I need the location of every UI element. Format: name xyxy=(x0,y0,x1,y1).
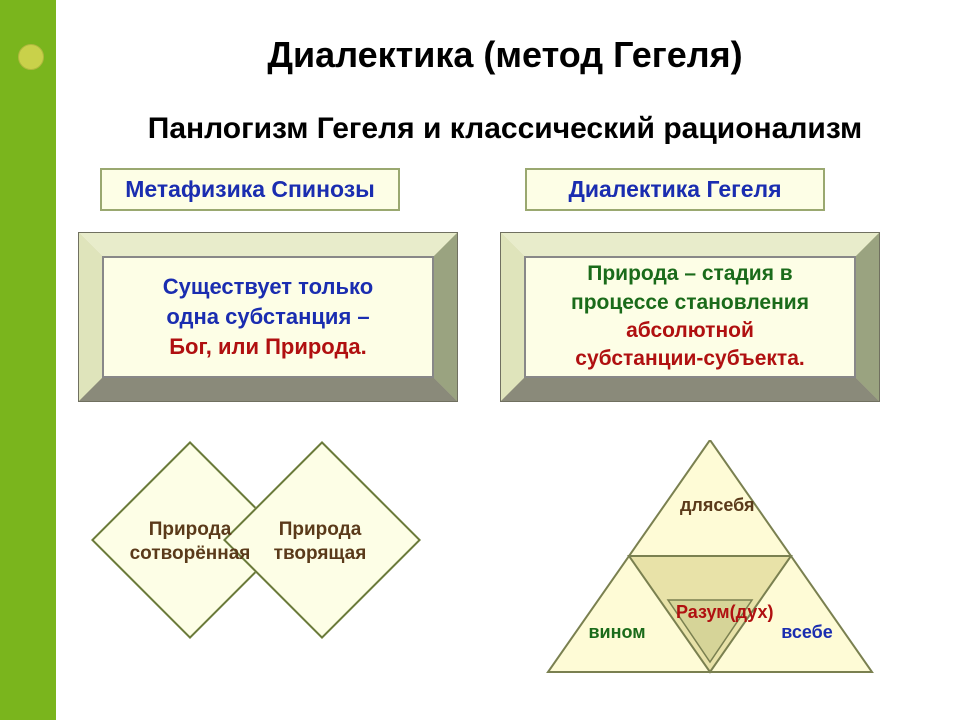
diamonds: Природа сотворённая Природа творящая xyxy=(100,440,420,660)
triangle-diagram: длясебя вином всебе Разум(дух) xyxy=(540,440,880,680)
triangle-center-label: Разум(дух) xyxy=(676,602,746,624)
slide: Диалектика (метод Гегеля) Панлогизм Геге… xyxy=(0,0,960,720)
triangle-center-text: Разум(дух) xyxy=(676,602,773,622)
triangle-left-label: вином xyxy=(582,622,652,644)
sidebar-accent xyxy=(0,0,56,720)
triangle-left-text: вином xyxy=(588,622,645,642)
box-right-line2: процессе становления xyxy=(571,289,809,317)
triangle-top-label: длясебя xyxy=(680,495,740,517)
diamond-left-l1: Природа xyxy=(149,519,232,540)
diamond-right-text: Природа творящая xyxy=(250,518,390,566)
subtitle: Панлогизм Гегеля и классический рационал… xyxy=(70,112,940,146)
title: Диалектика (метод Гегеля) xyxy=(70,34,940,76)
triangle-svg xyxy=(540,440,880,680)
diamond-left-text: Природа сотворённая xyxy=(120,518,260,566)
label-left: Метафизика Спинозы xyxy=(100,168,400,211)
box-left-line3: Бог, или Природа. xyxy=(163,332,373,362)
box-left-line2: одна субстанция – xyxy=(163,302,373,332)
diamond-right-l1: Природа xyxy=(279,519,362,540)
triangle-right-text: всебе xyxy=(781,622,833,642)
accent-dot xyxy=(18,44,44,70)
box-right-line3: абсолютной xyxy=(571,317,809,345)
diamond-left-l2: сотворённая xyxy=(130,543,251,564)
box-left-line1: Существует только xyxy=(163,272,373,302)
diamond-right-l2: творящая xyxy=(274,543,367,564)
bevel-box-right: Природа – стадия в процессе становления … xyxy=(500,232,880,402)
bevel-inner-left: Существует только одна субстанция – Бог,… xyxy=(102,256,434,378)
bevel-inner-right: Природа – стадия в процессе становления … xyxy=(524,256,856,378)
box-right-line1: Природа – стадия в xyxy=(571,260,809,288)
bevel-box-left: Существует только одна субстанция – Бог,… xyxy=(78,232,458,402)
box-right-line4: субстанции-субъекта. xyxy=(571,345,809,373)
triangle-top-text: длясебя xyxy=(680,495,755,515)
label-right: Диалектика Гегеля xyxy=(525,168,825,211)
triangle-right-label: всебе xyxy=(772,622,842,644)
